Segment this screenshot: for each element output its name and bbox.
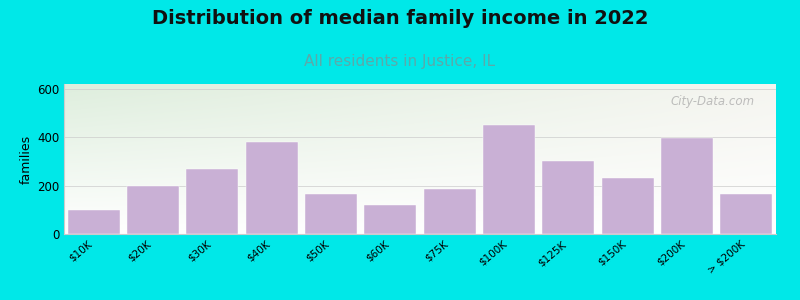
Bar <box>423 189 476 234</box>
Bar <box>483 125 535 234</box>
Text: All residents in Justice, IL: All residents in Justice, IL <box>305 54 495 69</box>
Y-axis label: families: families <box>20 134 33 184</box>
Text: Distribution of median family income in 2022: Distribution of median family income in … <box>152 9 648 28</box>
Bar <box>602 178 654 234</box>
Bar <box>720 194 773 234</box>
Bar <box>67 210 120 234</box>
Bar <box>127 186 179 234</box>
Bar <box>661 138 713 234</box>
Bar <box>542 161 594 234</box>
Bar <box>305 194 357 234</box>
Bar <box>364 205 417 234</box>
Bar <box>246 142 298 234</box>
Bar <box>186 169 238 234</box>
Text: City-Data.com: City-Data.com <box>670 94 754 107</box>
